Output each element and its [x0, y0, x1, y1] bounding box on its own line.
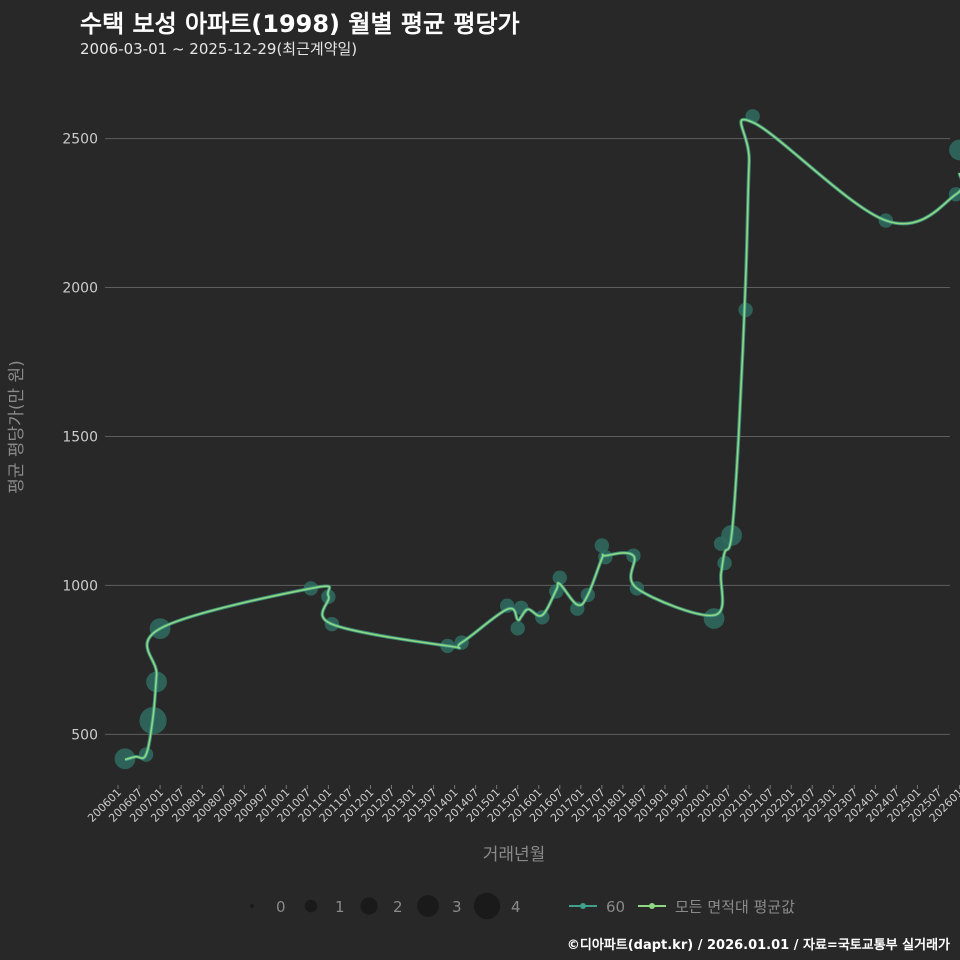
legend-label-average: 모든 면적대 평균값: [675, 898, 795, 916]
legend-marker-average: [649, 903, 655, 909]
y-tick-label: 2000: [62, 281, 98, 297]
series-line-average: [124, 118, 960, 761]
legend-size-label: 3: [452, 898, 462, 916]
data-lines: [124, 117, 960, 762]
data-point: [510, 621, 525, 636]
data-point: [949, 139, 960, 161]
y-tick-label: 1500: [62, 429, 98, 445]
data-points: [114, 109, 960, 770]
y-axis-ticks: 500 1000 1500 2000 2500: [62, 132, 98, 744]
legend-size-4: [473, 892, 501, 920]
chart-subtitle: 2006-03-01 ~ 2025-12-29(최근계약일): [80, 40, 358, 58]
x-axis-label: 거래년월: [483, 845, 546, 865]
y-tick-label: 1000: [62, 578, 98, 594]
data-point: [552, 570, 567, 585]
legend-size-label: 2: [393, 898, 403, 916]
legend-label-60: 60: [606, 898, 625, 916]
x-axis-ticks: 2006012006072007012007072008012008072009…: [85, 785, 960, 825]
legend-size-label: 1: [335, 898, 345, 916]
legend-size-3: [417, 895, 439, 917]
data-point: [535, 610, 550, 625]
data-point: [594, 538, 610, 553]
y-axis-label: 평균 평당가(만 원): [7, 360, 27, 494]
legend-size-label: 4: [511, 898, 521, 916]
legend-size-1: [304, 899, 318, 913]
y-tick-label: 2500: [62, 132, 98, 148]
chart-title: 수택 보성 아파트(1998) 월별 평균 평당가: [80, 10, 520, 38]
legend-size-2: [360, 897, 378, 915]
source-caption: ©디아파트(dapt.kr) / 2026.01.01 / 자료=국토교통부 실…: [566, 938, 950, 953]
series-line-60: [124, 117, 960, 762]
y-tick-label: 500: [71, 727, 98, 743]
legend-size-0: [250, 904, 254, 908]
legend-size-label: 0: [276, 898, 286, 916]
legend-marker-60: [580, 903, 586, 909]
legend: 0 1 2 3 4 60 모든 면적대 평균값: [250, 892, 795, 920]
gridlines: [105, 138, 950, 735]
